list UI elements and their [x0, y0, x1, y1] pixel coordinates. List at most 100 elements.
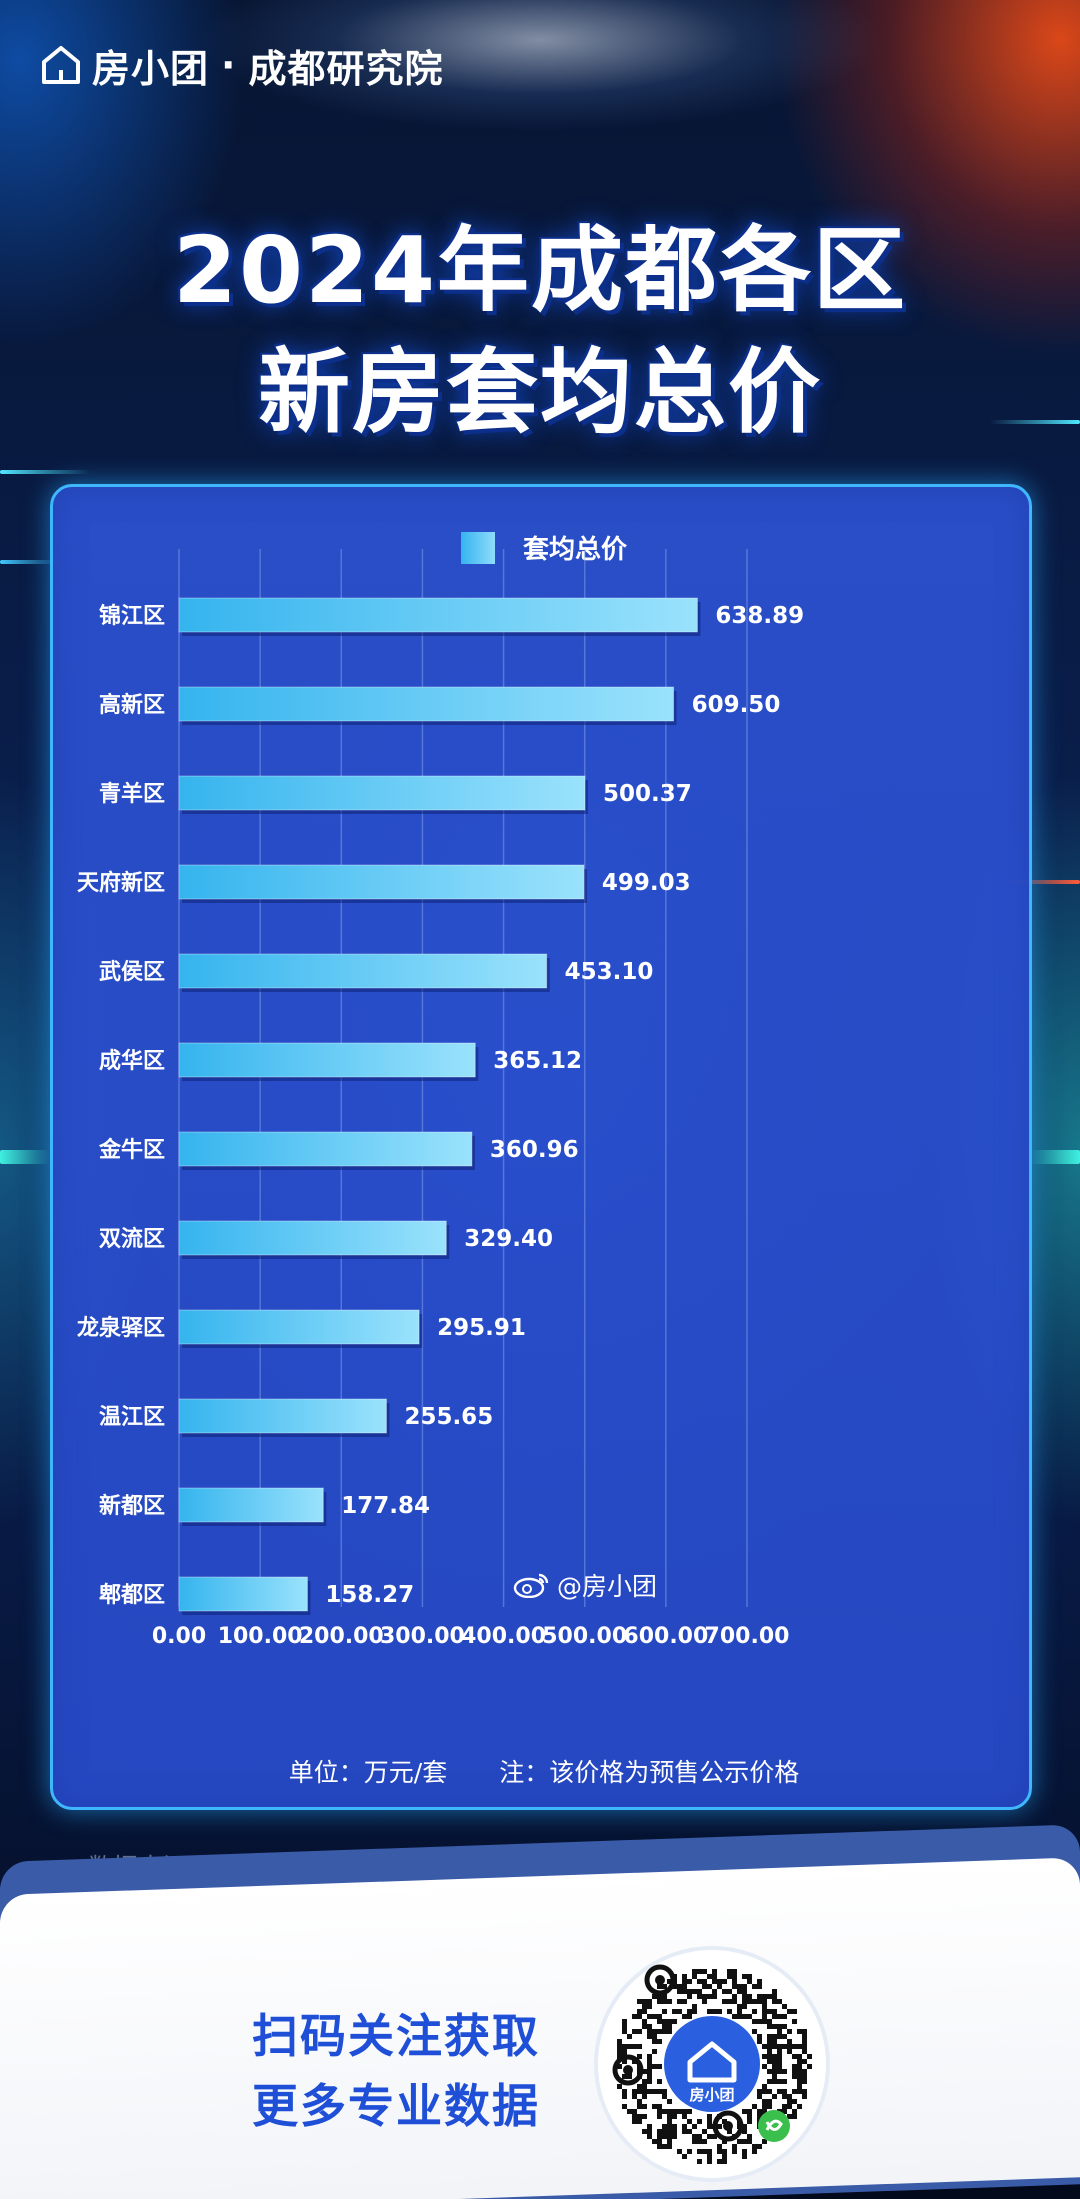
qr-module — [732, 2149, 737, 2154]
qr-module — [777, 2064, 782, 2069]
qr-module — [642, 2129, 647, 2134]
qr-module — [647, 2004, 652, 2009]
qr-module — [767, 2024, 772, 2029]
qr-module — [802, 2039, 807, 2044]
qr-module — [642, 2009, 647, 2014]
qr-module — [762, 2139, 767, 2144]
qr-module — [742, 2129, 747, 2134]
qr-module — [797, 2089, 802, 2094]
qr-module — [672, 2009, 677, 2014]
qr-module — [757, 1994, 762, 1999]
qr-module — [642, 2079, 647, 2084]
qr-module — [657, 2109, 662, 2114]
qr-module — [667, 2139, 672, 2144]
qr-module — [777, 2069, 782, 2074]
qr-module — [712, 1994, 717, 1999]
qr-module — [747, 1999, 752, 2004]
qr-module — [687, 2149, 692, 2154]
qr-module — [787, 2009, 792, 2014]
data-label: 360.96 — [490, 1137, 579, 1163]
qr-module — [667, 2019, 672, 2024]
qr-module — [747, 1994, 752, 1999]
qr-module — [782, 2079, 787, 2084]
qr-module — [722, 2154, 727, 2159]
qr-module — [747, 2134, 752, 2139]
qr-module — [682, 1984, 687, 1989]
qr-module — [767, 2019, 772, 2024]
chart-card: 套均总价 0.00 100.00 200.00 300.00 400.00 500.00 6… — [50, 484, 1032, 1810]
category-label: 双流区 — [99, 1226, 165, 1252]
qr-module — [722, 2139, 727, 2144]
qr-module — [717, 2124, 722, 2129]
x-tick-label: 200.00 — [299, 1624, 384, 1649]
qr-module — [667, 2114, 672, 2119]
qr-module — [697, 1969, 702, 1974]
qr-module — [642, 2104, 647, 2109]
data-label: 453.10 — [565, 959, 654, 985]
qr-module — [687, 2109, 692, 2114]
qr-module — [712, 1979, 717, 1984]
watermark-text: @房小团 — [557, 1572, 658, 1601]
qr-module — [632, 2029, 637, 2034]
qr-module — [647, 2059, 652, 2064]
qr-module — [647, 2029, 652, 2034]
qr-module — [642, 1999, 647, 2004]
qr-code[interactable]: 房小团 — [598, 1950, 826, 2178]
qr-module — [652, 2089, 657, 2094]
qr-module — [662, 2024, 667, 2029]
qr-module — [657, 2134, 662, 2139]
data-label: 158.27 — [325, 1582, 414, 1608]
qr-module — [757, 2114, 762, 2119]
qr-module — [697, 2159, 702, 2164]
qr-module — [622, 2019, 627, 2024]
qr-module — [767, 2069, 772, 2074]
qr-module — [697, 1989, 702, 1994]
qr-module — [767, 2039, 772, 2044]
qr-module — [702, 1969, 707, 1974]
qr-module — [767, 2104, 772, 2109]
qr-module — [722, 1989, 727, 1994]
qr-module — [672, 2109, 677, 2114]
data-label: 255.65 — [404, 1404, 493, 1430]
qr-module — [637, 2119, 642, 2124]
qr-module — [677, 1999, 682, 2004]
data-label: 609.50 — [692, 692, 781, 718]
qr-module — [777, 2089, 782, 2094]
qr-module — [772, 2059, 777, 2064]
qr-module — [642, 2024, 647, 2029]
qr-module — [722, 1979, 727, 1984]
qr-module — [782, 2034, 787, 2039]
qr-module — [712, 1989, 717, 1994]
qr-module — [667, 2099, 672, 2104]
qr-module — [652, 2029, 657, 2034]
qr-module — [647, 1999, 652, 2004]
qr-module — [802, 2074, 807, 2079]
qr-module — [657, 2039, 662, 2044]
qr-module — [732, 2144, 737, 2149]
qr-module — [787, 2049, 792, 2054]
qr-module — [732, 1979, 737, 1984]
qr-module — [707, 2114, 712, 2119]
qr-module — [697, 2134, 702, 2139]
qr-module — [772, 1999, 777, 2004]
chart-legend: 套均总价 — [53, 529, 1029, 566]
qr-module — [697, 1994, 702, 1999]
light-streak — [1030, 1150, 1080, 1164]
qr-finder-dot — [655, 1975, 665, 1985]
qr-module — [762, 2104, 767, 2109]
qr-module — [747, 1979, 752, 1984]
qr-module — [802, 2069, 807, 2074]
qr-module — [642, 2069, 647, 2074]
qr-module — [637, 2009, 642, 2014]
qr-module — [697, 2139, 702, 2144]
qr-module — [717, 1979, 722, 1984]
qr-module — [707, 1984, 712, 1989]
qr-module — [637, 2054, 642, 2059]
qr-module — [682, 2114, 687, 2119]
qr-module — [782, 2104, 787, 2109]
qr-module — [652, 2049, 657, 2054]
qr-module — [647, 2069, 652, 2074]
qr-module — [637, 2014, 642, 2019]
qr-module — [707, 1974, 712, 1979]
qr-module — [672, 2129, 677, 2134]
